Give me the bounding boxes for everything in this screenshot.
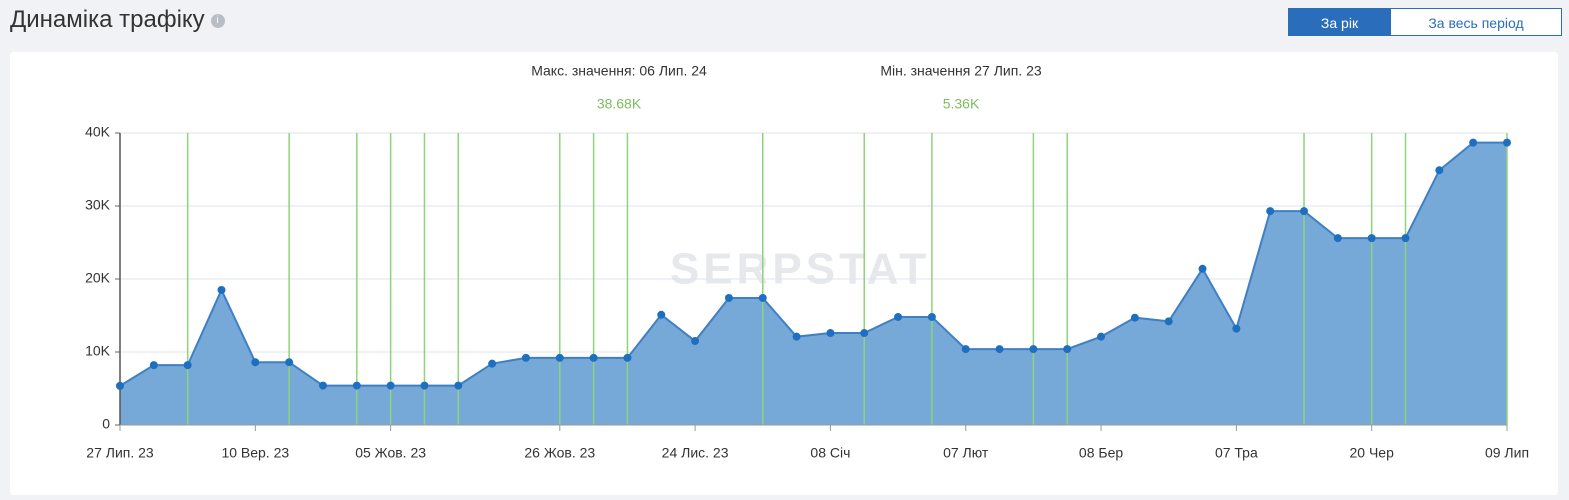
data-point (1469, 138, 1478, 147)
data-point (961, 345, 970, 354)
info-icon[interactable]: i (210, 13, 225, 28)
x-tick-label: 20 Чер (1349, 445, 1394, 461)
data-point (1029, 345, 1038, 354)
data-point (217, 285, 226, 294)
widget-title: Динаміка трафіку i (10, 6, 225, 34)
data-point (1367, 234, 1376, 243)
annotation-value: 5.36K (943, 96, 980, 112)
data-point (1063, 345, 1072, 354)
data-point (1503, 138, 1511, 147)
data-point (724, 293, 733, 302)
data-point (555, 353, 564, 362)
annotation-value: 38.68K (597, 96, 642, 112)
data-point (826, 329, 835, 338)
data-point (420, 381, 429, 390)
data-point (454, 381, 463, 390)
data-point (1198, 264, 1207, 273)
data-point (1097, 332, 1106, 341)
y-tick-label: 0 (102, 416, 110, 432)
data-point (1266, 207, 1275, 216)
y-tick-label: 30K (85, 197, 111, 213)
x-tick-label: 08 Січ (810, 445, 850, 461)
data-point (183, 361, 192, 370)
data-point (623, 353, 632, 362)
data-point (1130, 313, 1139, 322)
data-point (1164, 317, 1173, 326)
line (119, 141, 1507, 387)
title-text: Динаміка трафіку (10, 6, 205, 33)
data-point (860, 329, 869, 338)
x-tick-label: 26 Жов. 23 (524, 445, 595, 461)
data-point (1232, 324, 1241, 333)
x-tick-label: 08 Бер (1079, 445, 1123, 461)
y-tick-label: 40K (85, 124, 111, 140)
data-point (792, 332, 801, 341)
data-point (691, 337, 700, 346)
data-point (352, 381, 361, 390)
data-point (657, 310, 666, 319)
x-tick-label: 05 Жов. 23 (355, 445, 426, 461)
x-tick-label: 10 Вер. 23 (221, 445, 289, 461)
x-tick-label: 27 Лип. 23 (86, 445, 154, 461)
data-point (521, 353, 530, 362)
data-point (927, 312, 936, 321)
annotation-label: Макс. значення: 06 Лип. 24 (531, 63, 707, 79)
period-button[interactable]: За рік (1288, 8, 1391, 36)
data-point (995, 345, 1004, 354)
data-point (488, 359, 497, 368)
x-tick-label: 07 Лют (943, 445, 989, 461)
data-point (1435, 166, 1444, 175)
data-point (318, 381, 327, 390)
data-point (589, 353, 598, 362)
data-point (285, 358, 294, 367)
watermark: SERPSTAT (670, 245, 930, 294)
data-point (1401, 234, 1410, 243)
data-point (1300, 207, 1309, 216)
x-tick-label: 07 Тра (1215, 445, 1258, 461)
y-tick-label: 10K (85, 343, 111, 359)
data-point (758, 293, 767, 302)
y-tick-label: 20K (85, 270, 111, 286)
data-point (894, 312, 903, 321)
annotation-label: Мін. значення 27 Лип. 23 (880, 63, 1042, 79)
data-point (386, 381, 395, 390)
x-tick-label: 09 Лип (1485, 445, 1529, 461)
data-point (149, 361, 158, 370)
data-point (251, 358, 260, 367)
x-tick-label: 24 Лис. 23 (662, 445, 729, 461)
period-button[interactable]: За весь період (1390, 8, 1562, 36)
data-point (116, 381, 124, 390)
area (120, 142, 1507, 426)
data-point (1333, 234, 1342, 243)
